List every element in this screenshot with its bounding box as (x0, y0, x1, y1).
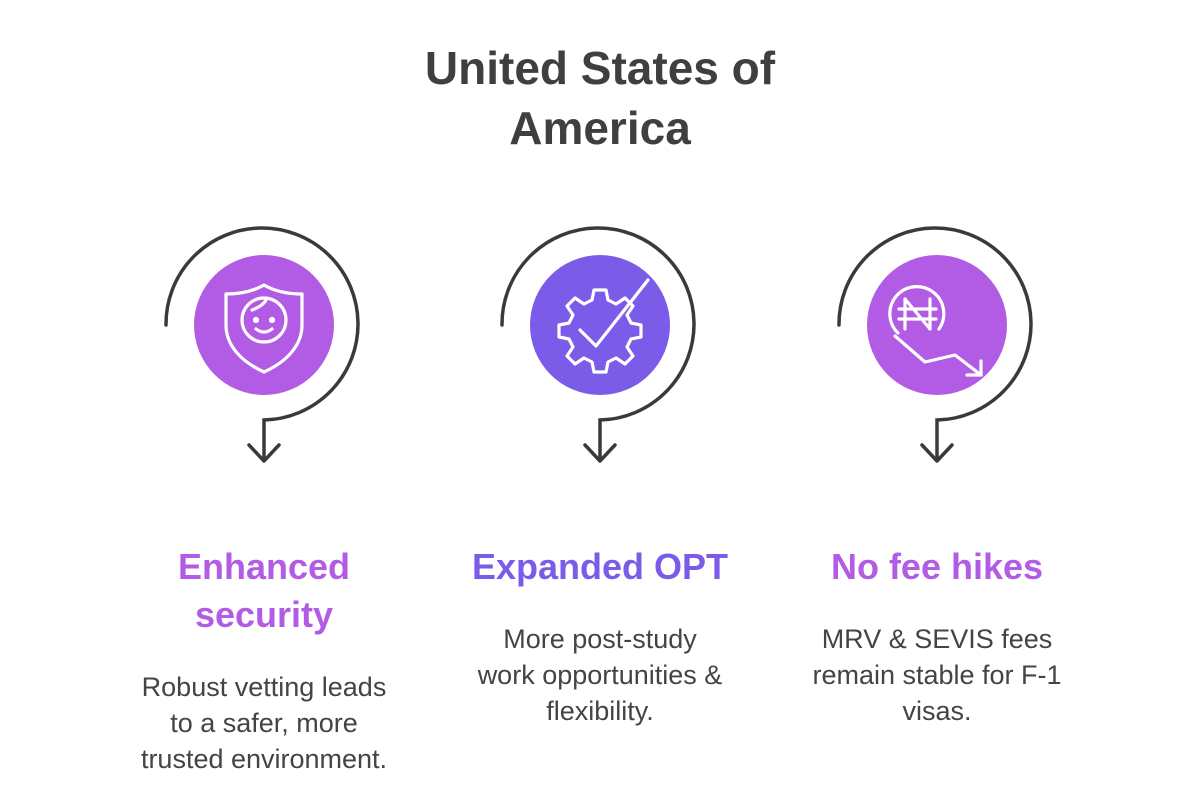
heading-line: security (194, 594, 334, 635)
desc-line: flexibility. (546, 696, 654, 726)
heading-line: No fee hikes (830, 546, 1044, 587)
desc-line: visas. (902, 696, 972, 726)
item-description: MRV & SEVIS fees remain stable for F-1 v… (767, 621, 1107, 729)
desc-line: trusted environment. (140, 744, 388, 774)
item-graphic (500, 226, 696, 463)
item-graphic (164, 226, 360, 463)
icon-circle (194, 255, 334, 395)
arrow-head (583, 443, 617, 463)
item-description: More post-study work opportunities & fle… (430, 621, 770, 729)
gear-check-icon (557, 278, 650, 374)
curved-arrow (500, 226, 696, 462)
desc-line: remain stable for F-1 (812, 660, 1062, 690)
desc-line: Robust vetting leads (141, 672, 387, 702)
item-no-fee-hikes: No fee hikes MRV & SEVIS fees remain sta… (767, 0, 1107, 802)
naira-coin-down-icon (888, 285, 983, 377)
heading-line: Enhanced (177, 546, 351, 587)
item-expanded-opt: Expanded OPT More post-study work opport… (430, 0, 770, 802)
title-line-2: America (509, 102, 691, 154)
desc-line: More post-study (503, 624, 697, 654)
page-title: United States of America (0, 38, 1200, 158)
heading-line: Expanded OPT (471, 546, 729, 587)
item-heading: Expanded OPT (430, 543, 770, 591)
item-description: Robust vetting leads to a safer, more tr… (94, 669, 434, 777)
desc-line: work opportunities & (477, 660, 723, 690)
shield-face-icon (224, 283, 304, 374)
item-graphic (837, 226, 1033, 463)
curved-arrow (164, 226, 360, 462)
curved-arrow (837, 226, 1033, 462)
item-heading: Enhanced security (94, 543, 434, 639)
arrow-head (247, 443, 281, 463)
icon-circle (530, 255, 670, 395)
desc-line: MRV & SEVIS fees (821, 624, 1053, 654)
desc-line: to a safer, more (170, 708, 358, 738)
arrow-head (920, 443, 954, 463)
item-heading: No fee hikes (767, 543, 1107, 591)
item-enhanced-security: Enhanced security Robust vetting leads t… (94, 0, 434, 802)
icon-circle (867, 255, 1007, 395)
title-line-1: United States of (424, 42, 776, 94)
